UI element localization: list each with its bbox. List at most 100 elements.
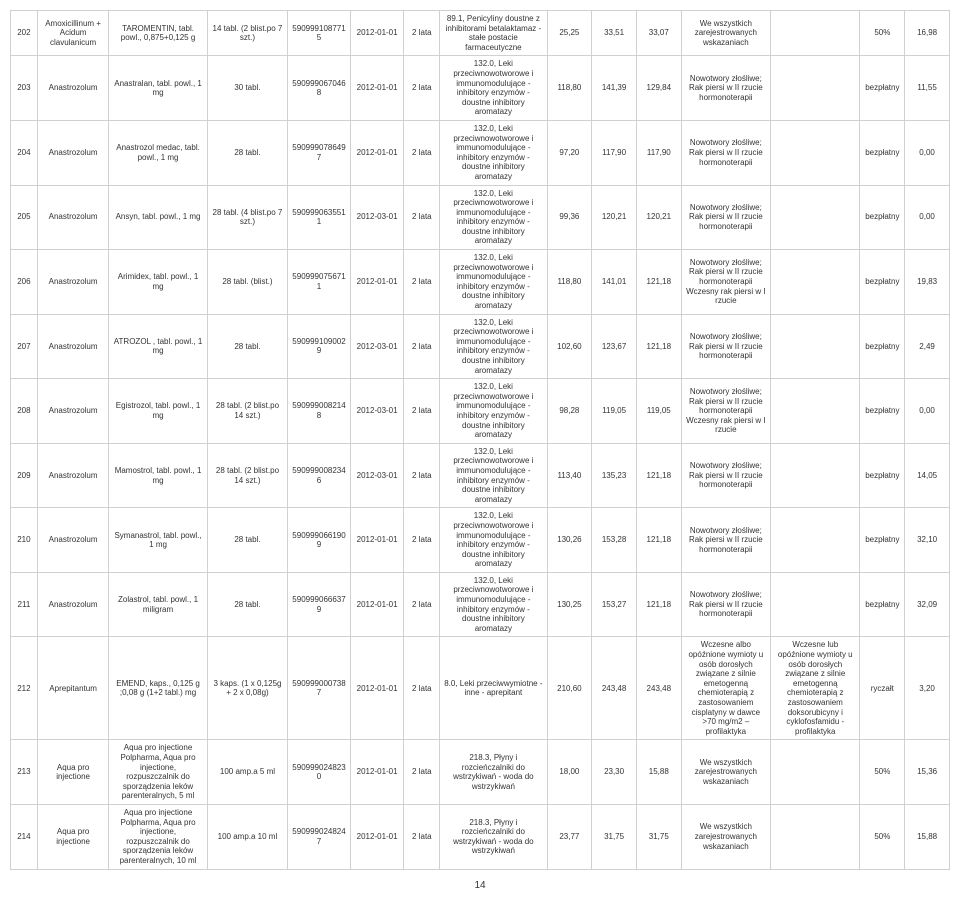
table-cell: 118,80 — [547, 56, 592, 121]
table-cell: 132.0, Leki przeciwnowotworowe i immunom… — [440, 185, 547, 250]
table-cell: 5909991090029 — [288, 314, 351, 379]
table-cell: Ansyn, tabl. powl., 1 mg — [109, 185, 207, 250]
table-cell: 2,49 — [905, 314, 950, 379]
table-cell: 5909990082346 — [288, 443, 351, 508]
table-row: 202Amoxicillinum + Acidum clavulanicumTA… — [11, 11, 950, 56]
table-cell: 18,00 — [547, 740, 592, 805]
table-cell: 132.0, Leki przeciwnowotworowe i immunom… — [440, 314, 547, 379]
table-cell: Anastrozolum — [37, 185, 109, 250]
table-cell: Aqua pro injectione — [37, 740, 109, 805]
table-cell: 210,60 — [547, 637, 592, 740]
table-cell: 120,21 — [592, 185, 637, 250]
table-cell: 3,20 — [905, 637, 950, 740]
table-cell: 3 kaps. (1 x 0,125g + 2 x 0,08g) — [207, 637, 287, 740]
table-cell: 2 lata — [404, 637, 440, 740]
table-cell: 99,36 — [547, 185, 592, 250]
table-cell — [771, 508, 860, 573]
table-cell: 31,75 — [592, 804, 637, 869]
table-cell — [771, 11, 860, 56]
table-cell: 5909990007387 — [288, 637, 351, 740]
table-row: 205AnastrozolumAnsyn, tabl. powl., 1 mg2… — [11, 185, 950, 250]
table-cell: We wszystkich zarejestrowanych wskazania… — [681, 740, 770, 805]
table-cell: 97,20 — [547, 120, 592, 185]
table-cell: 2 lata — [404, 379, 440, 444]
table-cell: 214 — [11, 804, 38, 869]
table-row: 207AnastrozolumATROZOL , tabl. powl., 1 … — [11, 314, 950, 379]
table-cell: 203 — [11, 56, 38, 121]
table-cell: bezpłatny — [860, 443, 905, 508]
table-cell: 2012-01-01 — [350, 11, 404, 56]
table-cell: 130,25 — [547, 572, 592, 637]
table-cell: 2012-03-01 — [350, 379, 404, 444]
table-cell: 118,80 — [547, 250, 592, 315]
table-cell: 28 tabl. — [207, 120, 287, 185]
table-cell: Nowotwory złośliwe; Rak piersi w II rzuc… — [681, 120, 770, 185]
table-cell: 153,28 — [592, 508, 637, 573]
table-cell: 28 tabl. — [207, 314, 287, 379]
table-cell: 132.0, Leki przeciwnowotworowe i immunom… — [440, 250, 547, 315]
table-cell: 2012-01-01 — [350, 250, 404, 315]
table-cell: 202 — [11, 11, 38, 56]
table-cell: bezpłatny — [860, 185, 905, 250]
table-cell: 5909990756711 — [288, 250, 351, 315]
table-cell: 98,28 — [547, 379, 592, 444]
table-cell: 2012-03-01 — [350, 443, 404, 508]
table-cell: 28 tabl. (blist.) — [207, 250, 287, 315]
table-cell: 119,05 — [592, 379, 637, 444]
table-cell: 2 lata — [404, 314, 440, 379]
table-cell: Arimidex, tabl. powl., 1 mg — [109, 250, 207, 315]
table-cell: 100 amp.a 5 ml — [207, 740, 287, 805]
table-row: 203AnastrozolumAnastralan, tabl. powl., … — [11, 56, 950, 121]
table-cell: Nowotwory złośliwe; Rak piersi w II rzuc… — [681, 185, 770, 250]
table-cell: 218.3, Płyny i rozcieńczalniki do wstrzy… — [440, 804, 547, 869]
table-cell: 132.0, Leki przeciwnowotworowe i immunom… — [440, 120, 547, 185]
table-cell: 204 — [11, 120, 38, 185]
table-cell: Symanastrol, tabl. powl., 1 mg — [109, 508, 207, 573]
table-cell: 132.0, Leki przeciwnowotworowe i immunom… — [440, 56, 547, 121]
table-cell: Anastralan, tabl. powl., 1 mg — [109, 56, 207, 121]
table-cell: 33,07 — [636, 11, 681, 56]
table-cell: bezpłatny — [860, 572, 905, 637]
table-cell: 135,23 — [592, 443, 637, 508]
table-cell: 5909990661909 — [288, 508, 351, 573]
table-cell: Aprepitantum — [37, 637, 109, 740]
table-row: 209AnastrozolumMamostrol, tabl. powl., 1… — [11, 443, 950, 508]
table-cell: 117,90 — [636, 120, 681, 185]
table-cell: 132.0, Leki przeciwnowotworowe i immunom… — [440, 379, 547, 444]
table-cell: 15,88 — [905, 804, 950, 869]
table-cell: 213 — [11, 740, 38, 805]
table-cell: Zolastrol, tabl. powl., 1 miligram — [109, 572, 207, 637]
table-cell: EMEND, kaps., 0,125 g ;0,08 g (1+2 tabl.… — [109, 637, 207, 740]
table-cell: 31,75 — [636, 804, 681, 869]
table-cell — [771, 314, 860, 379]
table-cell: 2012-01-01 — [350, 572, 404, 637]
table-cell: 2 lata — [404, 740, 440, 805]
table-cell: Anastrozolum — [37, 379, 109, 444]
table-cell: 117,90 — [592, 120, 637, 185]
table-cell: 208 — [11, 379, 38, 444]
table-cell: 212 — [11, 637, 38, 740]
table-cell: 141,01 — [592, 250, 637, 315]
table-cell — [771, 250, 860, 315]
table-cell: bezpłatny — [860, 314, 905, 379]
table-cell: 2 lata — [404, 250, 440, 315]
table-cell: Aqua pro injectione — [37, 804, 109, 869]
table-row: 213Aqua pro injectioneAqua pro injection… — [11, 740, 950, 805]
table-cell: Anastrozolum — [37, 314, 109, 379]
table-row: 211AnastrozolumZolastrol, tabl. powl., 1… — [11, 572, 950, 637]
table-cell: Anastrozolum — [37, 56, 109, 121]
table-cell: 0,00 — [905, 379, 950, 444]
table-cell: 123,67 — [592, 314, 637, 379]
drug-reimbursement-table: 202Amoxicillinum + Acidum clavulanicumTA… — [10, 10, 950, 870]
table-cell: 121,18 — [636, 443, 681, 508]
table-cell: Nowotwory złośliwe; Rak piersi w II rzuc… — [681, 314, 770, 379]
table-cell: 153,27 — [592, 572, 637, 637]
table-cell: 0,00 — [905, 120, 950, 185]
table-cell: 120,21 — [636, 185, 681, 250]
table-cell: 121,18 — [636, 314, 681, 379]
table-cell: Aqua pro injectione Polpharma, Aqua pro … — [109, 804, 207, 869]
table-cell: 130,26 — [547, 508, 592, 573]
table-cell: 210 — [11, 508, 38, 573]
table-cell: 2012-01-01 — [350, 637, 404, 740]
table-cell: 28 tabl. — [207, 572, 287, 637]
